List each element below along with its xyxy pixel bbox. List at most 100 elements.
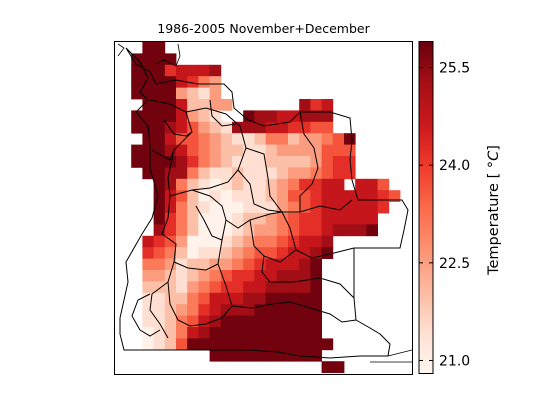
heatmap-cell (232, 224, 244, 237)
heatmap-cell (198, 292, 210, 305)
heatmap-cell (153, 213, 166, 225)
heatmap-cell (142, 76, 154, 88)
heatmap-cell (243, 327, 255, 339)
heatmap-cell (232, 258, 244, 271)
heatmap-cell (209, 87, 222, 100)
heatmap-cell (176, 178, 188, 191)
heatmap-cell (142, 87, 154, 100)
heatmap-cell (198, 270, 210, 282)
heatmap-cell (276, 327, 289, 339)
heatmap-cell (220, 338, 233, 351)
heatmap-cell (254, 121, 266, 134)
heatmap-cell (187, 64, 199, 77)
heatmap-cell (164, 292, 177, 305)
heatmap-cell (299, 338, 311, 351)
heatmap-cell (299, 133, 311, 145)
heatmap-cell (265, 110, 278, 123)
heatmap-cell (142, 270, 154, 282)
heatmap-cell (332, 190, 345, 202)
heatmap-cell (176, 201, 188, 214)
heatmap-cell (198, 110, 210, 123)
heatmap-cell (187, 133, 199, 145)
heatmap-cell (276, 304, 289, 316)
heatmap-cell (232, 349, 244, 362)
heatmap-cell (265, 190, 278, 202)
heatmap-cell (310, 270, 322, 282)
heatmap-cell (164, 121, 177, 134)
heatmap-cell (321, 99, 334, 111)
heatmap-cell (187, 213, 199, 225)
heatmap-cell (276, 167, 289, 180)
heatmap-cell (220, 178, 233, 191)
heatmap-cell (220, 201, 233, 214)
heatmap-cell (187, 247, 199, 259)
colorbar-tick-label: 21.0 (439, 353, 470, 369)
heatmap-cell (198, 258, 210, 271)
heatmap-cell (176, 121, 188, 134)
heatmap-cell (332, 156, 345, 168)
heatmap-cell (299, 281, 311, 294)
heatmap-cell (344, 224, 356, 237)
heatmap-cell (321, 361, 334, 373)
heatmap-cell (243, 247, 255, 259)
heatmap-cell (243, 224, 255, 237)
heatmap-cell (153, 110, 166, 123)
heatmap-cell (198, 99, 210, 111)
heatmap-cell (232, 201, 244, 214)
heatmap-cell (243, 133, 255, 145)
neighbor-border-lines (117, 43, 413, 363)
heatmap-cell (142, 315, 154, 328)
heatmap-cell (176, 224, 188, 237)
heatmap-cell (288, 304, 300, 316)
heatmap-cell (254, 110, 266, 123)
heatmap-cell (142, 167, 154, 180)
heatmap-cell (299, 167, 311, 180)
heatmap-cell (265, 178, 278, 191)
heatmap-cell (164, 133, 177, 145)
heatmap-cell (153, 247, 166, 259)
heatmap-cell (153, 281, 166, 294)
heatmap-cell (153, 224, 166, 237)
heatmap-cell (344, 133, 356, 145)
heatmap-cell (232, 213, 244, 225)
heatmap-cell (131, 110, 143, 123)
heatmap-cell (164, 315, 177, 328)
heatmap-cell (288, 270, 300, 282)
heatmap-cell (344, 201, 356, 214)
heatmap-cell (254, 178, 266, 191)
heatmap-cell (164, 270, 177, 282)
heatmap-cell (176, 76, 188, 88)
heatmap-cell (164, 304, 177, 316)
heatmap-cell (209, 281, 222, 294)
heatmap-cell (332, 133, 345, 145)
heatmap-cell (187, 258, 199, 271)
heatmap-cell (153, 258, 166, 271)
heatmap-cell (153, 42, 166, 54)
heatmap-cell (176, 338, 188, 351)
heatmap-cell (355, 178, 367, 191)
heatmap-cell (209, 235, 222, 248)
heatmap-cell (254, 304, 266, 316)
heatmap-cell (265, 235, 278, 248)
heatmap-cell (265, 213, 278, 225)
heatmap-cell (209, 178, 222, 191)
heatmap-cell (321, 338, 334, 351)
heatmap-cell (332, 167, 345, 180)
heatmap-cell (243, 270, 255, 282)
heatmap-cell (299, 121, 311, 134)
heatmap-cell (142, 247, 154, 259)
heatmap-cell (299, 201, 311, 214)
heatmap-cell (243, 167, 255, 180)
heatmap-cell (187, 99, 199, 111)
heatmap-cell (176, 64, 188, 77)
heatmap-cell (198, 64, 210, 77)
heatmap-cell (288, 144, 300, 157)
heatmap-cell (209, 292, 222, 305)
heatmap-cell (176, 327, 188, 339)
heatmap-cell (142, 304, 154, 316)
heatmap-cell (243, 190, 255, 202)
heatmap-cell (299, 178, 311, 191)
heatmap-cell (344, 167, 356, 180)
heatmap-cell (265, 270, 278, 282)
heatmap-cell (366, 190, 378, 202)
